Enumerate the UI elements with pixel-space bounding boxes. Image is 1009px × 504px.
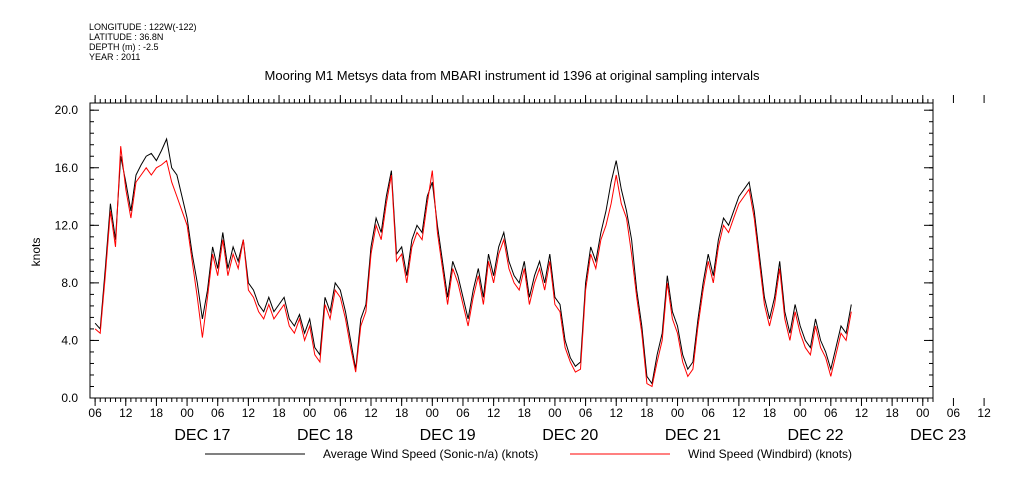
x-day-label: DEC 18 [297, 427, 353, 444]
x-hour-tick-label: 12 [977, 406, 991, 420]
x-hour-tick-label: 00 [793, 406, 807, 420]
y-tick-label: 16.0 [55, 161, 79, 175]
x-day-label: DEC 17 [174, 427, 230, 444]
y-tick-label: 0.0 [61, 391, 78, 405]
x-hour-tick-label: 12 [119, 406, 133, 420]
x-hour-tick-label: 06 [456, 406, 470, 420]
x-hour-tick-label: 12 [364, 406, 378, 420]
y-axis-label: knots [29, 238, 43, 267]
x-hour-tick-label: 06 [702, 406, 716, 420]
x-hour-tick-label: 18 [395, 406, 409, 420]
series-line-windbird-wind-speed [94, 146, 852, 388]
x-day-label: DEC 22 [787, 427, 843, 444]
x-hour-tick-label: 06 [211, 406, 225, 420]
x-hour-tick-label: 00 [916, 406, 930, 420]
x-day-label: DEC 21 [665, 427, 721, 444]
series-layer [94, 137, 852, 388]
x-hour-tick-label: 06 [88, 406, 102, 420]
x-day-label: DEC 23 [910, 427, 966, 444]
x-day-label: DEC 20 [542, 427, 598, 444]
x-hour-tick-label: 18 [763, 406, 777, 420]
x-hour-tick-label: 12 [242, 406, 256, 420]
x-hour-tick-label: 12 [855, 406, 869, 420]
longitude-label: LONGITUDE : 122W(-122) [89, 22, 197, 32]
y-tick-label: 20.0 [55, 103, 79, 117]
x-hour-tick-label: 18 [885, 406, 899, 420]
x-day-label: DEC 19 [420, 427, 476, 444]
x-hour-tick-label: 00 [671, 406, 685, 420]
x-hour-tick-label: 12 [732, 406, 746, 420]
chart-title: Mooring M1 Metsys data from MBARI instru… [265, 68, 760, 83]
legend: Average Wind Speed (Sonic-n/a) (knots) W… [205, 447, 852, 461]
x-hour-tick-label: 12 [487, 406, 501, 420]
x-hour-tick-label: 00 [303, 406, 317, 420]
y-tick-label: 4.0 [61, 333, 78, 347]
x-hour-tick-label: 00 [426, 406, 440, 420]
x-hour-tick-label: 00 [180, 406, 194, 420]
depth-label: DEPTH (m) : -2.5 [89, 42, 159, 52]
x-hour-tick-label: 06 [824, 406, 838, 420]
y-tick-label: 12.0 [55, 218, 79, 232]
latitude-label: LATITUDE : 36.8N [89, 32, 163, 42]
year-label: YEAR : 2011 [89, 52, 140, 62]
x-hour-tick-label: 18 [640, 406, 654, 420]
y-tick-label: 8.0 [61, 276, 78, 290]
x-hour-tick-label: 12 [610, 406, 624, 420]
x-hour-tick-label: 18 [518, 406, 532, 420]
plot-frame [89, 102, 934, 399]
x-hour-tick-label: 18 [150, 406, 164, 420]
axes-group: 0.0 4.0 8.0 12.0 16.0 20.0 06 12 18 00 06 12 18 00 06 1… [55, 95, 1009, 444]
series-line-average-wind-speed [94, 137, 852, 385]
x-hour-tick-label: 00 [548, 406, 562, 420]
legend-label-windbird: Wind Speed (Windbird) (knots) [688, 447, 852, 461]
x-hour-tick-label: 06 [947, 406, 961, 420]
x-hour-tick-label: 06 [334, 406, 348, 420]
x-hour-tick-label: 18 [272, 406, 286, 420]
legend-label-average: Average Wind Speed (Sonic-n/a) (knots) [323, 447, 538, 461]
x-hour-tick-label: 06 [579, 406, 593, 420]
